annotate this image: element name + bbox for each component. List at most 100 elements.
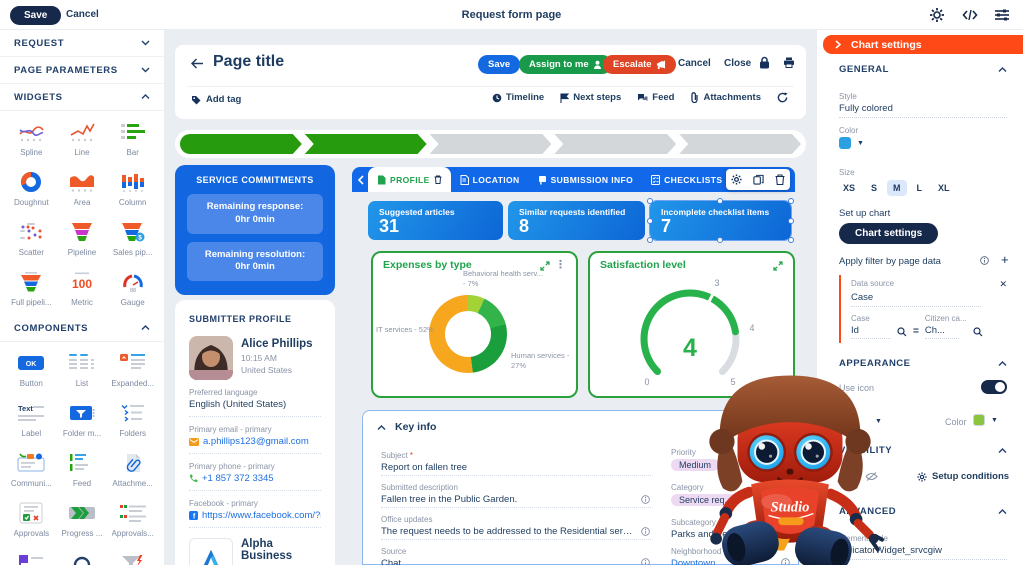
printer-icon[interactable] [783, 57, 795, 68]
component-partial-flag[interactable] [6, 546, 57, 565]
advanced-section-header[interactable]: ADVANCED [839, 506, 1007, 517]
primary-phone-value[interactable]: +1 857 372 3345 [189, 473, 321, 491]
component-attachments[interactable]: Attachme... [107, 446, 158, 496]
tab-profile[interactable]: PROFILE [368, 167, 451, 192]
info-icon[interactable] [980, 256, 989, 265]
style-value[interactable]: Fully colored [839, 103, 1007, 118]
tab-submission-info[interactable]: SUBMISSION INFO [529, 167, 643, 192]
stat-card-suggested-articles[interactable]: Suggested articles 31 [368, 201, 503, 240]
sidebar-section-page-parameters[interactable]: PAGE PARAMETERS [0, 57, 164, 84]
widget-settings-gear-icon[interactable] [731, 174, 742, 185]
info-icon[interactable] [641, 558, 650, 565]
tab-trash-icon[interactable] [434, 175, 442, 184]
satisfaction-chart-card[interactable]: Satisfaction level 0 3 4 5 4 [588, 251, 795, 398]
timeline-link[interactable]: Timeline [492, 92, 544, 103]
submitted-description-value[interactable]: Fallen tree in the Public Garden. [381, 494, 518, 505]
stage-segment-4[interactable] [554, 134, 676, 154]
tabs-scroll-left-icon[interactable] [357, 174, 365, 185]
record-save-button[interactable]: Save [478, 55, 521, 74]
office-updates-value[interactable]: The request needs to be addressed to the… [381, 526, 637, 537]
kebab-menu-icon[interactable]: ⋮ [555, 259, 566, 271]
widget-scatter[interactable]: Scatter [6, 215, 57, 265]
stat-card-similar-requests[interactable]: Similar requests identified 8 [508, 201, 645, 240]
expand-icon[interactable] [540, 261, 550, 271]
component-progress-bar[interactable]: Progress ... [57, 496, 108, 546]
selection-handle[interactable] [647, 218, 653, 224]
code-icon[interactable] [962, 7, 978, 23]
component-feed[interactable]: Feed [57, 446, 108, 496]
widget-pipeline[interactable]: Pipeline [57, 215, 108, 265]
record-close-button[interactable]: Close [724, 58, 752, 69]
size-option-xs[interactable]: XS [843, 183, 856, 193]
facebook-value[interactable]: fhttps://www.facebook.com/?id... [189, 510, 321, 528]
selection-handle[interactable] [647, 198, 653, 204]
tab-location[interactable]: LOCATION [451, 167, 529, 192]
widget-bar[interactable]: Bar [107, 115, 158, 165]
selection-handle[interactable] [788, 218, 794, 224]
next-steps-link[interactable]: Next steps [560, 92, 621, 103]
subject-value[interactable]: Report on fallen tree [381, 462, 468, 473]
color-dropdown-caret[interactable]: ▼ [857, 140, 864, 147]
general-section-header[interactable]: GENERAL [839, 64, 1007, 75]
filter-right-value[interactable]: Ch... [924, 323, 959, 339]
add-filter-plus-icon[interactable]: + [1001, 252, 1009, 267]
use-icon-toggle[interactable] [981, 380, 1007, 394]
stat-card-incomplete-checklist[interactable]: Incomplete checklist items 7 [649, 200, 792, 241]
appearance-section-header[interactable]: APPEARANCE [839, 358, 1007, 369]
cancel-page-button[interactable]: Cancel [66, 9, 99, 20]
lock-icon[interactable] [759, 56, 770, 69]
sidebar-section-components[interactable]: COMPONENTS [0, 315, 164, 342]
component-communications[interactable]: Communi... [6, 446, 57, 496]
size-option-m[interactable]: M [887, 180, 907, 196]
setup-conditions-button[interactable]: Setup conditions [917, 471, 1009, 482]
tab-checklists[interactable]: CHECKLISTS [642, 167, 731, 192]
selection-handle[interactable] [717, 198, 723, 204]
category-value[interactable]: Service req... [671, 494, 741, 506]
feed-link[interactable]: Feed [637, 92, 674, 103]
primary-email-value[interactable]: a.phillips123@gmail.com [189, 436, 321, 454]
info-icon[interactable] [781, 558, 790, 565]
sliders-icon[interactable] [994, 7, 1010, 23]
attachments-link[interactable]: Attachments [690, 92, 761, 103]
search-icon[interactable] [973, 327, 983, 337]
eye-off-icon[interactable] [865, 472, 878, 481]
widget-gauge[interactable]: 88 Gauge [107, 265, 158, 315]
size-option-l[interactable]: L [916, 183, 923, 193]
component-partial-funnel[interactable] [107, 546, 158, 565]
expand-icon[interactable] [773, 261, 783, 271]
process-gear-icon[interactable] [929, 7, 945, 23]
refresh-icon[interactable] [777, 92, 788, 103]
element-code-value[interactable]: IndicatorWidget_srvcgiw [839, 545, 1007, 560]
widget-area[interactable]: Area [57, 165, 108, 215]
stage-segment-1[interactable] [180, 134, 302, 154]
selection-handle[interactable] [788, 198, 794, 204]
appearance-color-swatch[interactable] [973, 414, 985, 426]
appearance-color-caret[interactable]: ▼ [991, 417, 998, 424]
size-option-s[interactable]: S [871, 183, 878, 193]
search-icon[interactable] [897, 327, 907, 337]
component-label[interactable]: Text Label [6, 396, 57, 446]
widget-copy-icon[interactable] [753, 174, 764, 185]
sidebar-section-widgets[interactable]: WIDGETS [0, 84, 164, 111]
info-icon[interactable] [641, 495, 650, 504]
component-approvals[interactable]: Approvals [6, 496, 57, 546]
widget-sales-pipeline[interactable]: $ Sales pip... [107, 215, 158, 265]
sidebar-section-request[interactable]: REQUEST [0, 30, 164, 57]
widget-full-pipeline[interactable]: Full pipeli... [6, 265, 57, 315]
stage-segment-3[interactable] [430, 134, 552, 154]
component-folders[interactable]: Folders [107, 396, 158, 446]
back-arrow-icon[interactable] [191, 58, 204, 69]
remove-filter-x-icon[interactable]: ✕ [999, 279, 1007, 289]
widget-spline[interactable]: Spline [6, 115, 57, 165]
style-color-swatch[interactable] [839, 137, 851, 149]
escalate-button[interactable]: Escalate [603, 55, 676, 74]
info-icon[interactable] [641, 527, 650, 536]
expenses-chart-card[interactable]: Expenses by type ⋮ Behavioral health ser… [371, 251, 578, 398]
selection-handle[interactable] [788, 237, 794, 243]
save-page-button[interactable]: Save [10, 6, 62, 25]
component-folder-menu[interactable]: Folder m... [57, 396, 108, 446]
component-expanded-list[interactable]: Expanded... [107, 346, 158, 396]
size-option-xl[interactable]: XL [938, 183, 950, 193]
widget-metric[interactable]: 100 Metric [57, 265, 108, 315]
widget-line[interactable]: Line [57, 115, 108, 165]
